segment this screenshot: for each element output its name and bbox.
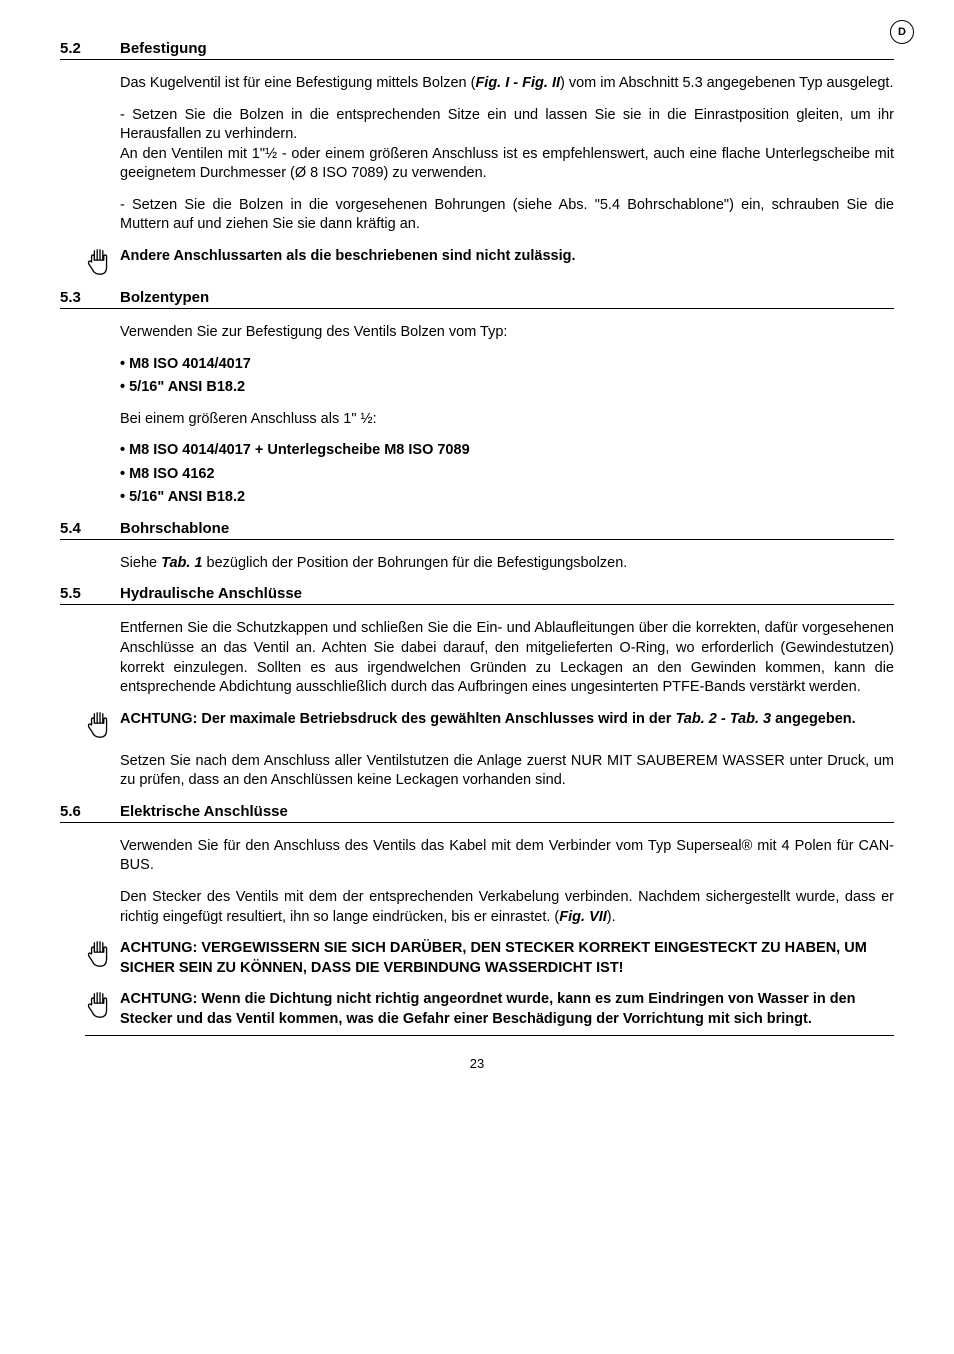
section-5-4-body: Siehe Tab. 1 bezüglich der Position der …: [120, 554, 894, 574]
paragraph: Entfernen Sie die Schutzkappen und schli…: [120, 619, 894, 697]
warning-text: Andere Anschlussarten als die beschriebe…: [120, 247, 894, 267]
section-number: 5.5: [60, 585, 120, 602]
bullet-item: • M8 ISO 4014/4017: [120, 355, 894, 375]
section-5-5-body-2: Setzen Sie nach dem Anschluss aller Vent…: [120, 752, 894, 791]
bullet-item: • M8 ISO 4162: [120, 465, 894, 485]
warning-text: ACHTUNG: Wenn die Dichtung nicht richtig…: [120, 990, 894, 1029]
text: angegeben.: [771, 711, 856, 727]
warning-text: ACHTUNG: VERGEWISSERN SIE SICH DARÜBER, …: [120, 939, 894, 978]
figure-reference: Fig. I - Fig. II: [475, 75, 560, 91]
section-5-3-body: Verwenden Sie zur Befestigung des Ventil…: [120, 323, 894, 508]
text: ) vom im Abschnitt 5.3 angegebenen Typ a…: [560, 75, 893, 91]
section-5-6-body: Verwenden Sie für den Anschluss des Vent…: [120, 837, 894, 927]
paragraph: - Setzen Sie die Bolzen in die entsprech…: [120, 106, 894, 184]
warning-row: ACHTUNG: Der maximale Betriebsdruck des …: [85, 710, 894, 740]
table-reference: Tab. 2 - Tab. 3: [675, 711, 771, 727]
paragraph: - Setzen Sie die Bolzen in die vorgesehe…: [120, 196, 894, 235]
section-5-5-heading: 5.5 Hydraulische Anschlüsse: [60, 585, 894, 605]
text: Das Kugelventil ist für eine Befestigung…: [120, 75, 475, 91]
text: An den Ventilen mit 1"½ - oder einem grö…: [120, 146, 894, 182]
hand-icon: [85, 710, 115, 740]
paragraph: Setzen Sie nach dem Anschluss aller Vent…: [120, 752, 894, 791]
bullet-item: • 5/16" ANSI B18.2: [120, 488, 894, 508]
section-title: Elektrische Anschlüsse: [120, 803, 288, 820]
section-number: 5.2: [60, 40, 120, 57]
section-5-6-heading: 5.6 Elektrische Anschlüsse: [60, 803, 894, 823]
text: ACHTUNG: Der maximale Betriebsdruck des …: [120, 711, 675, 727]
warning-row: ACHTUNG: VERGEWISSERN SIE SICH DARÜBER, …: [85, 939, 894, 978]
bullet-item: • 5/16" ANSI B18.2: [120, 378, 894, 398]
section-title: Hydraulische Anschlüsse: [120, 585, 302, 602]
paragraph: Verwenden Sie für den Anschluss des Vent…: [120, 837, 894, 876]
section-title: Bohrschablone: [120, 520, 229, 537]
section-5-3-heading: 5.3 Bolzentypen: [60, 289, 894, 309]
section-5-2-heading: 5.2 Befestigung: [60, 40, 894, 60]
section-number: 5.4: [60, 520, 120, 537]
paragraph: Bei einem größeren Anschluss als 1" ½:: [120, 410, 894, 430]
warning-text: ACHTUNG: Der maximale Betriebsdruck des …: [120, 710, 894, 730]
section-5-5-body: Entfernen Sie die Schutzkappen und schli…: [120, 619, 894, 697]
text: Siehe: [120, 555, 161, 571]
figure-reference: Fig. VII: [559, 909, 607, 925]
page-number: 23: [60, 1056, 894, 1071]
text: ).: [607, 909, 616, 925]
paragraph: Den Stecker des Ventils mit dem der ents…: [120, 888, 894, 927]
section-5-2-body: Das Kugelventil ist für eine Befestigung…: [120, 74, 894, 235]
section-title: Bolzentypen: [120, 289, 209, 306]
text: bezüglich der Position der Bohrungen für…: [203, 555, 628, 571]
paragraph: Das Kugelventil ist für eine Befestigung…: [120, 74, 894, 94]
section-title: Befestigung: [120, 40, 207, 57]
page: D 5.2 Befestigung Das Kugelventil ist fü…: [0, 0, 954, 1354]
language-badge: D: [890, 20, 914, 44]
text: - Setzen Sie die Bolzen in die entsprech…: [120, 107, 894, 143]
paragraph: Verwenden Sie zur Befestigung des Ventil…: [120, 323, 894, 343]
section-5-4-heading: 5.4 Bohrschablone: [60, 520, 894, 540]
hand-icon: [85, 990, 115, 1020]
table-reference: Tab. 1: [161, 555, 202, 571]
warning-row: Andere Anschlussarten als die beschriebe…: [85, 247, 894, 277]
hand-icon: [85, 939, 115, 969]
text: Den Stecker des Ventils mit dem der ents…: [120, 889, 894, 925]
paragraph: Siehe Tab. 1 bezüglich der Position der …: [120, 554, 894, 574]
section-number: 5.6: [60, 803, 120, 820]
warning-row: ACHTUNG: Wenn die Dichtung nicht richtig…: [85, 990, 894, 1036]
section-number: 5.3: [60, 289, 120, 306]
bullet-item: • M8 ISO 4014/4017 + Unterlegscheibe M8 …: [120, 441, 894, 461]
hand-icon: [85, 247, 115, 277]
